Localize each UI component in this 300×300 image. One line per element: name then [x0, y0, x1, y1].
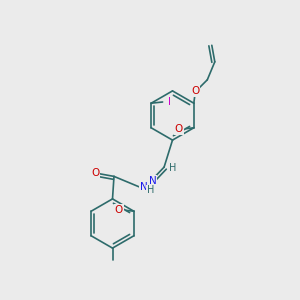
Text: O: O — [191, 86, 200, 96]
Text: N: N — [140, 182, 148, 193]
Text: H: H — [147, 185, 155, 196]
Text: H: H — [169, 163, 176, 173]
Text: I: I — [168, 97, 171, 107]
Text: O: O — [175, 124, 183, 134]
Text: O: O — [91, 167, 99, 178]
Text: N: N — [149, 176, 157, 186]
Text: O: O — [115, 205, 123, 215]
